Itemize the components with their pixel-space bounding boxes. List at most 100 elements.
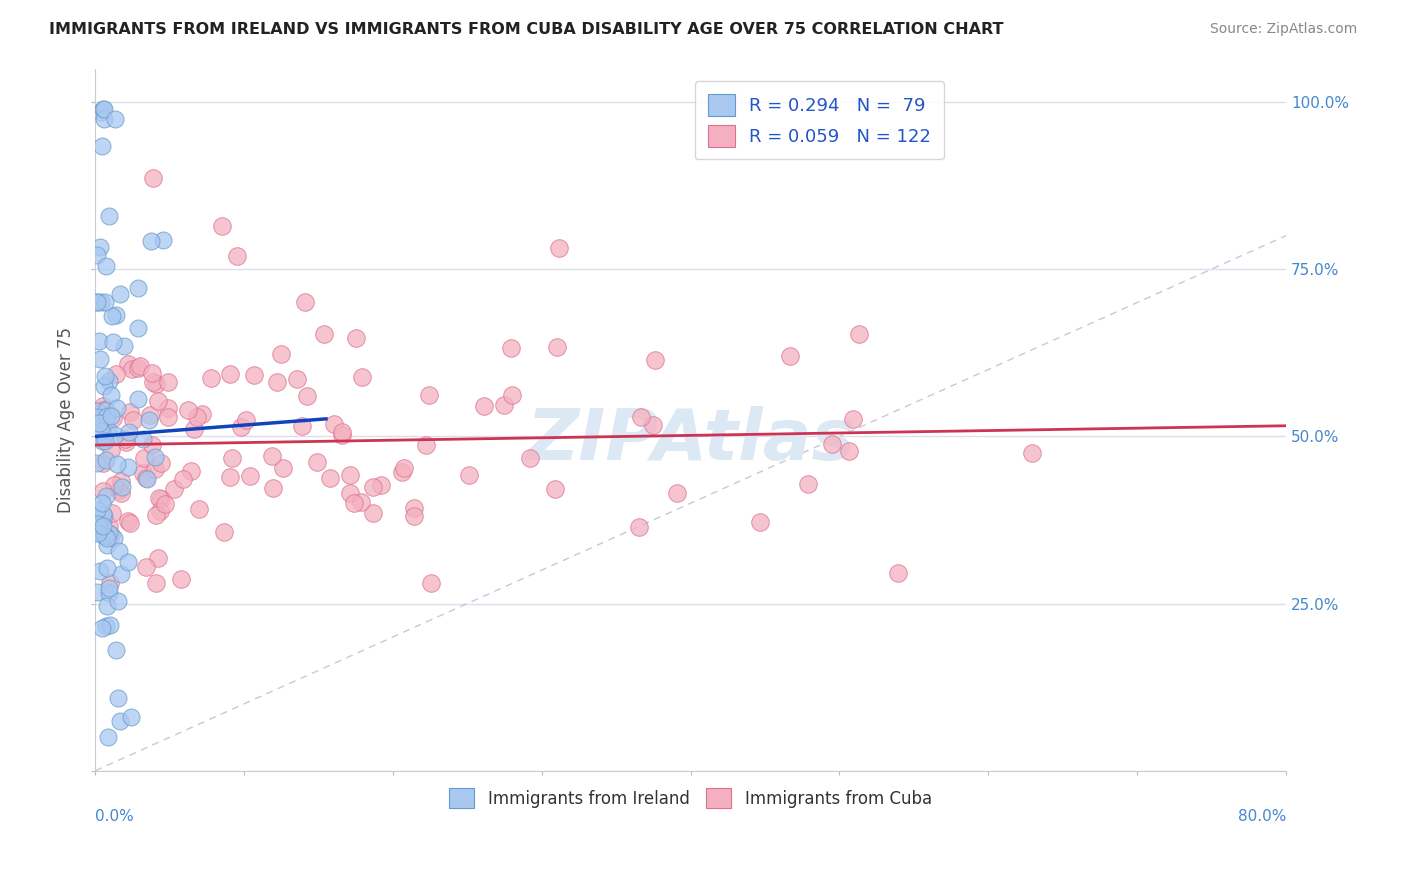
Point bbox=[152, 233, 174, 247]
Point bbox=[108, 714, 131, 728]
Point bbox=[148, 491, 170, 505]
Point bbox=[361, 480, 384, 494]
Point bbox=[107, 594, 129, 608]
Point bbox=[91, 519, 114, 533]
Point bbox=[188, 501, 211, 516]
Point bbox=[211, 219, 233, 233]
Point bbox=[100, 388, 122, 402]
Point bbox=[127, 392, 149, 406]
Point bbox=[492, 398, 515, 412]
Point bbox=[86, 294, 108, 309]
Point bbox=[339, 467, 361, 482]
Point bbox=[87, 517, 110, 532]
Point bbox=[502, 388, 524, 402]
Point bbox=[350, 369, 373, 384]
Point bbox=[94, 369, 117, 384]
Point bbox=[127, 321, 149, 335]
Point bbox=[93, 102, 115, 116]
Text: IMMIGRANTS FROM IRELAND VS IMMIGRANTS FROM CUBA DISABILITY AGE OVER 75 CORRELATI: IMMIGRANTS FROM IRELAND VS IMMIGRANTS FR… bbox=[49, 22, 1004, 37]
Point bbox=[94, 295, 117, 310]
Point bbox=[94, 402, 117, 417]
Point bbox=[665, 486, 688, 500]
Point bbox=[127, 281, 149, 295]
Point bbox=[141, 367, 163, 381]
Point bbox=[93, 508, 115, 523]
Point bbox=[87, 526, 110, 541]
Point bbox=[103, 334, 125, 349]
Point bbox=[121, 413, 143, 427]
Point bbox=[91, 456, 114, 470]
Point bbox=[127, 360, 149, 375]
Point bbox=[239, 469, 262, 483]
Point bbox=[93, 528, 115, 542]
Point bbox=[219, 470, 242, 484]
Point bbox=[499, 341, 522, 355]
Point bbox=[97, 586, 120, 600]
Point bbox=[1021, 446, 1043, 460]
Point bbox=[141, 438, 163, 452]
Point bbox=[177, 403, 200, 417]
Point bbox=[262, 481, 284, 495]
Point bbox=[91, 102, 114, 116]
Point bbox=[180, 463, 202, 477]
Point bbox=[149, 456, 172, 470]
Point bbox=[132, 451, 155, 466]
Point bbox=[86, 294, 108, 309]
Point bbox=[330, 425, 353, 440]
Point bbox=[128, 359, 150, 374]
Point bbox=[370, 478, 392, 492]
Point bbox=[821, 437, 844, 451]
Point bbox=[86, 585, 108, 599]
Point bbox=[200, 370, 222, 384]
Point bbox=[93, 112, 115, 126]
Point bbox=[108, 286, 131, 301]
Point bbox=[319, 471, 342, 485]
Point bbox=[749, 516, 772, 530]
Point bbox=[90, 424, 112, 438]
Point bbox=[96, 409, 118, 423]
Point bbox=[155, 497, 177, 511]
Point bbox=[90, 105, 112, 120]
Point bbox=[363, 506, 385, 520]
Point bbox=[97, 423, 120, 437]
Point bbox=[235, 413, 257, 427]
Point bbox=[112, 338, 135, 352]
Point bbox=[98, 576, 121, 591]
Point bbox=[117, 555, 139, 569]
Point bbox=[266, 375, 288, 389]
Point bbox=[117, 514, 139, 528]
Point bbox=[191, 408, 214, 422]
Point bbox=[120, 710, 142, 724]
Point bbox=[139, 409, 162, 423]
Point bbox=[87, 417, 110, 431]
Point bbox=[307, 455, 329, 469]
Point bbox=[404, 500, 426, 515]
Point bbox=[295, 389, 318, 403]
Point bbox=[94, 529, 117, 543]
Point bbox=[91, 620, 114, 634]
Point bbox=[270, 347, 292, 361]
Text: Source: ZipAtlas.com: Source: ZipAtlas.com bbox=[1209, 22, 1357, 37]
Point bbox=[100, 309, 122, 323]
Point bbox=[344, 331, 367, 345]
Point bbox=[231, 419, 253, 434]
Point bbox=[87, 409, 110, 424]
Point bbox=[110, 475, 132, 489]
Point bbox=[644, 353, 666, 368]
Point bbox=[415, 438, 437, 452]
Point bbox=[118, 425, 141, 439]
Point bbox=[225, 249, 247, 263]
Point bbox=[135, 560, 157, 574]
Point bbox=[271, 460, 294, 475]
Point bbox=[627, 520, 650, 534]
Point bbox=[97, 519, 120, 533]
Point bbox=[114, 432, 136, 446]
Point bbox=[97, 581, 120, 595]
Point bbox=[294, 295, 316, 310]
Point bbox=[100, 442, 122, 457]
Point bbox=[136, 472, 159, 486]
Point bbox=[630, 410, 652, 425]
Point bbox=[97, 526, 120, 541]
Point bbox=[117, 357, 139, 371]
Point bbox=[544, 483, 567, 497]
